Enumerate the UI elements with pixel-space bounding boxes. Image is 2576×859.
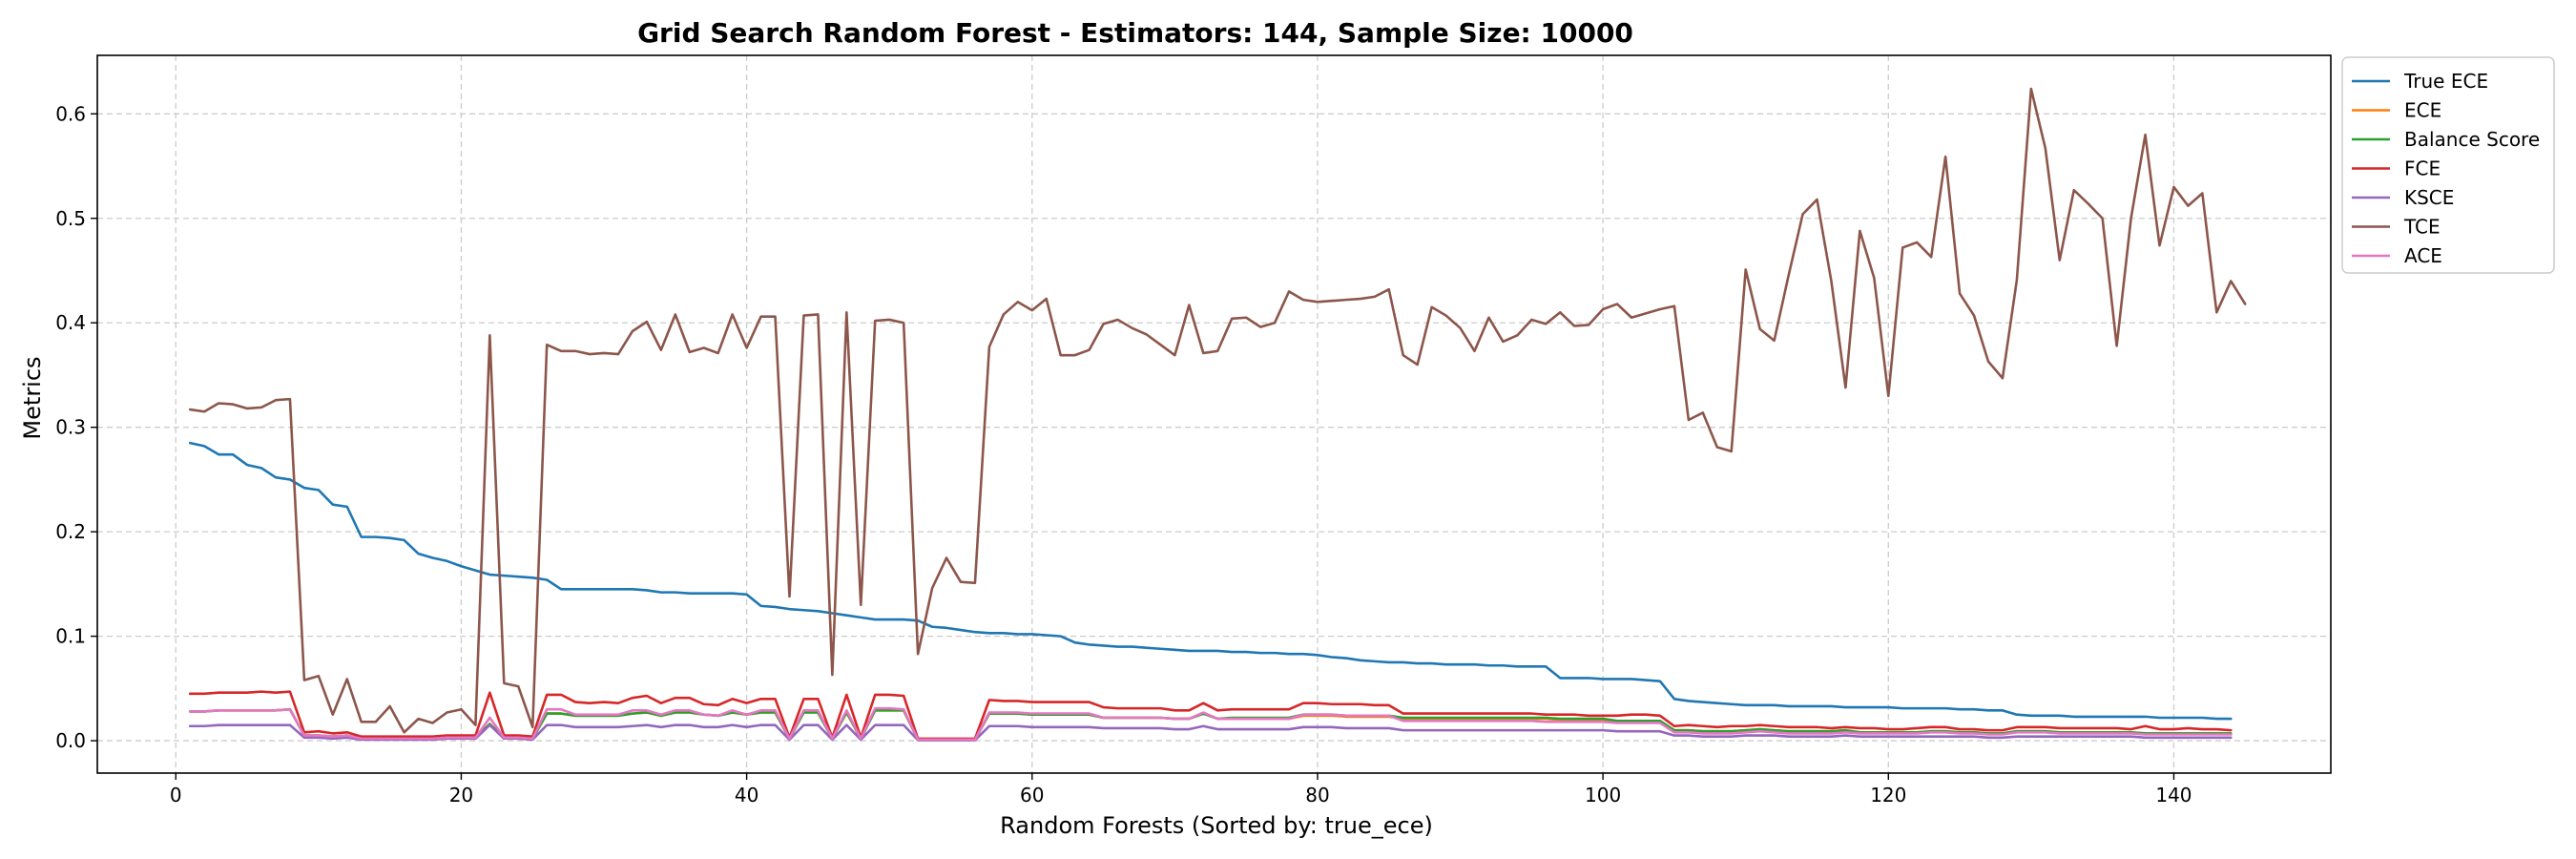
series-line-tce [188, 87, 2247, 734]
legend-label-true-ece: True ECE [2403, 70, 2488, 93]
x-tick-label: 60 [1020, 784, 1044, 807]
x-axis-label: Random Forests (Sorted by: true_ece) [1000, 812, 1433, 839]
y-axis: 0.0 0.1 0.2 0.3 0.4 0.5 0.6 [55, 102, 97, 752]
y-tick-label: 0.2 [55, 520, 86, 543]
legend-label-tce: TCE [2403, 216, 2441, 239]
grid [97, 55, 2331, 773]
series-group [188, 87, 2247, 742]
y-tick-label: 0.0 [55, 729, 86, 752]
x-axis: 0 20 40 60 80 100 120 140 [170, 773, 2192, 807]
legend: True ECE ECE Balance Score FCE KSCE TCE ACE [2341, 56, 2555, 274]
series-line-true-ece [188, 441, 2233, 721]
y-tick-label: 0.1 [55, 625, 86, 648]
legend-label-balance-score: Balance Score [2404, 128, 2540, 151]
legend-label-ksce: KSCE [2404, 186, 2454, 209]
legend-label-fce: FCE [2404, 157, 2441, 180]
legend-label-ece: ECE [2404, 99, 2441, 122]
chart-title: Grid Search Random Forest - Estimators: … [637, 17, 1633, 49]
y-axis-label: Metrics [19, 356, 46, 439]
series-line-ace [188, 706, 2233, 742]
y-tick-label: 0.3 [55, 416, 86, 439]
x-tick-label: 0 [170, 784, 182, 807]
x-tick-label: 140 [2155, 784, 2192, 807]
x-tick-label: 20 [449, 784, 473, 807]
legend-label-ace: ACE [2404, 244, 2442, 267]
x-tick-label: 100 [1585, 784, 1621, 807]
plot-frame [96, 54, 2332, 774]
y-tick-label: 0.4 [55, 311, 86, 334]
x-tick-label: 40 [735, 784, 758, 807]
y-tick-label: 0.5 [55, 207, 86, 230]
x-tick-label: 120 [1870, 784, 1906, 807]
x-tick-label: 80 [1305, 784, 1329, 807]
legend-frame [2341, 56, 2555, 274]
series-line-fce [188, 690, 2233, 741]
y-tick-label: 0.6 [55, 102, 86, 125]
